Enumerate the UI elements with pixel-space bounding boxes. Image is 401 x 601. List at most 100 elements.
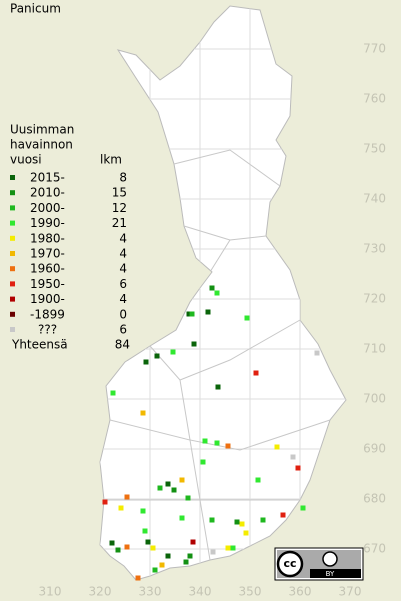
observation [214, 440, 220, 446]
legend-count: 21 [112, 216, 127, 230]
observation [140, 410, 146, 416]
observation [185, 495, 191, 501]
observation [140, 508, 146, 514]
x-tick-label: 310 [39, 585, 62, 599]
observation [274, 444, 280, 450]
legend-count: 12 [112, 201, 127, 215]
legend-swatch [10, 311, 15, 317]
legend-label: 2000- [30, 201, 65, 215]
x-tick-label: 360 [289, 585, 312, 599]
observation [109, 540, 115, 546]
observation [290, 454, 296, 460]
observation [202, 438, 208, 444]
observation [190, 539, 196, 545]
cc-icon [276, 550, 304, 578]
x-tick-label: 320 [89, 585, 112, 599]
legend-label: 1990- [30, 216, 65, 230]
observation [295, 465, 301, 471]
x-tick-label: 330 [139, 585, 162, 599]
observation [157, 485, 163, 491]
legend-label: -1899 [30, 307, 65, 321]
y-tick-label: 750 [363, 142, 386, 156]
legend-swatch [10, 205, 15, 211]
y-tick-label: 730 [363, 242, 386, 256]
observation [280, 512, 286, 518]
observation [124, 494, 130, 500]
observation [145, 539, 151, 545]
legend: 2015- 8 2010- 15 2000- 12 1990- 21 1980- 4 1970- 4 1… [10, 171, 130, 352]
observation [214, 290, 220, 296]
legend-count: 4 [119, 247, 127, 261]
observation [152, 567, 158, 573]
observation [165, 553, 171, 559]
legend-swatch [10, 235, 15, 241]
legend-header: vuosi [10, 153, 42, 167]
observation [179, 515, 185, 521]
y-tick-label: 760 [363, 92, 386, 106]
observation [209, 517, 215, 523]
legend-count: 8 [119, 171, 127, 185]
observation [179, 477, 185, 483]
observation [244, 315, 250, 321]
observation [102, 499, 108, 505]
observation [215, 384, 221, 390]
legend-count: 4 [119, 292, 127, 306]
observation [191, 341, 197, 347]
badge-strip [310, 569, 361, 578]
legend-count: 6 [119, 277, 127, 291]
observation [183, 559, 189, 565]
legend-label: 2010- [30, 186, 65, 200]
observation [253, 370, 259, 376]
x-tick-label: 340 [189, 585, 212, 599]
observation [124, 544, 130, 550]
y-tick-label: 690 [363, 442, 386, 456]
legend-count-header: lkm [100, 153, 122, 167]
observation [143, 359, 149, 365]
observation [187, 553, 193, 559]
legend-total: 84 [115, 338, 130, 352]
by-text: BY [326, 570, 335, 578]
y-tick-label: 720 [363, 292, 386, 306]
observation [171, 487, 177, 493]
observation [300, 505, 306, 511]
observation [186, 311, 192, 317]
legend-label: ??? [38, 323, 57, 337]
by-icon [322, 551, 338, 567]
legend-count: 4 [119, 262, 127, 276]
observation [142, 528, 148, 534]
legend-count: 15 [112, 186, 127, 200]
observation [159, 562, 165, 568]
observation [154, 353, 160, 359]
observation-points [102, 285, 320, 581]
observation [189, 311, 195, 317]
license-badge: cc BY [274, 547, 364, 581]
observation [255, 477, 261, 483]
y-tick-label: 680 [363, 492, 386, 506]
observation [234, 519, 240, 525]
finland-outline [99, 5, 347, 581]
x-tick-label: 370 [339, 585, 362, 599]
legend-count: 0 [119, 307, 127, 321]
legend-swatch [10, 220, 15, 226]
y-tick-label: 740 [363, 192, 386, 206]
legend-total-label: Yhteensä [11, 338, 68, 352]
legend-swatch [10, 281, 15, 287]
map-title: Panicum [10, 2, 61, 16]
observation [165, 481, 171, 487]
legend-label: 1950- [30, 277, 65, 291]
y-tick-label: 710 [363, 342, 386, 356]
grid-labels: 310 320 330 340 350 360 3706706806907007107207… [39, 42, 386, 599]
legend-swatch [10, 266, 15, 272]
observation [225, 443, 231, 449]
legend-label: 1960- [30, 262, 65, 276]
observation [243, 530, 249, 536]
observation [200, 459, 206, 465]
legend-label: 1970- [30, 247, 65, 261]
legend-swatch [10, 175, 15, 180]
y-tick-label: 670 [363, 542, 386, 556]
legend-swatch [10, 327, 15, 332]
y-tick-label: 770 [363, 42, 386, 56]
legend-swatch [10, 296, 15, 302]
observation [170, 349, 176, 355]
